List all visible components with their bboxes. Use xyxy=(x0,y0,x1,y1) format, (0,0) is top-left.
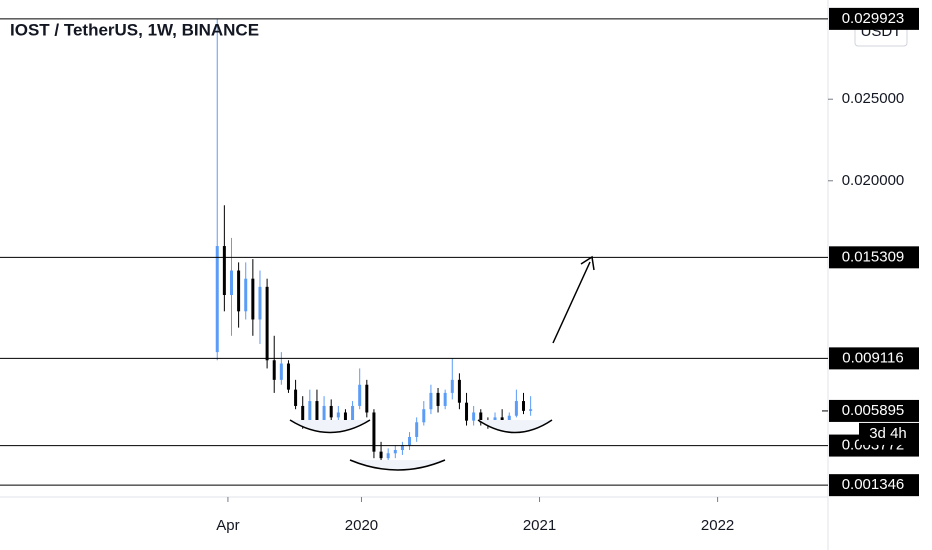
candle-body xyxy=(301,405,305,426)
candle-body xyxy=(465,402,469,421)
price-label: 0.001346 xyxy=(842,476,905,493)
candle-body xyxy=(358,384,362,406)
candle-body xyxy=(258,286,262,320)
candle-body xyxy=(422,409,426,423)
arrow xyxy=(552,261,591,344)
candle-body xyxy=(457,379,461,403)
price-label-box xyxy=(829,474,919,497)
countdown-label: 3d 4h xyxy=(869,425,907,442)
candle-body xyxy=(386,453,390,459)
x-tick-label: 2021 xyxy=(523,517,556,534)
candle-body xyxy=(215,246,219,353)
price-label: 0.029923 xyxy=(842,10,905,27)
candle-body xyxy=(522,401,526,411)
candle-body xyxy=(443,392,447,406)
shoulder-arc xyxy=(289,419,371,434)
candle-body xyxy=(379,451,383,459)
y-tick-label: 0.025000 xyxy=(842,90,905,107)
candle-body xyxy=(393,450,397,454)
candle-body xyxy=(429,392,433,410)
candle-body xyxy=(329,405,333,418)
candle-body xyxy=(351,405,355,421)
candle-body xyxy=(265,286,269,361)
candle-body xyxy=(400,445,404,451)
candle-body xyxy=(479,412,483,423)
countdown-box xyxy=(859,422,919,445)
candle-body xyxy=(507,415,511,423)
candle-body xyxy=(294,389,298,406)
shoulder-arc xyxy=(477,419,553,434)
candle-body xyxy=(472,412,476,421)
price-label-box xyxy=(829,246,919,269)
current-price-box xyxy=(829,399,919,422)
candle-body xyxy=(315,401,319,423)
candle-body xyxy=(372,412,376,452)
current-price-label: 0.005895 xyxy=(842,402,905,419)
x-tick-label: 2020 xyxy=(345,517,378,534)
candle-body xyxy=(251,278,255,320)
candle-body xyxy=(286,363,290,390)
candle-body xyxy=(272,360,276,380)
candle-body xyxy=(365,384,369,413)
candle-body xyxy=(322,405,326,423)
candle-body xyxy=(308,401,312,426)
candle-body xyxy=(436,392,440,406)
price-label-box xyxy=(829,7,919,30)
candle-body xyxy=(529,409,533,411)
candle-body xyxy=(237,270,241,312)
candle-body xyxy=(408,436,412,446)
head-arc xyxy=(349,459,446,471)
y-tick-label: 0.020000 xyxy=(842,172,905,189)
candle-body xyxy=(336,412,340,418)
x-tick-label: 2022 xyxy=(701,517,734,534)
price-label: 0.015309 xyxy=(842,248,905,265)
candle-body xyxy=(343,412,347,421)
price-label-box xyxy=(829,347,919,370)
chart-title: IOST / TetherUS, 1W, BINANCE xyxy=(10,20,259,39)
candle-body xyxy=(244,278,248,312)
candle-body xyxy=(229,270,233,296)
x-tick-label: Apr xyxy=(216,517,239,534)
candle-body xyxy=(450,379,454,393)
candle-body xyxy=(415,422,419,437)
candle-body xyxy=(514,401,518,416)
candle-body xyxy=(500,417,504,423)
candle-body xyxy=(279,363,283,380)
candle-body xyxy=(222,246,226,296)
price-label: 0.009116 xyxy=(842,349,903,366)
